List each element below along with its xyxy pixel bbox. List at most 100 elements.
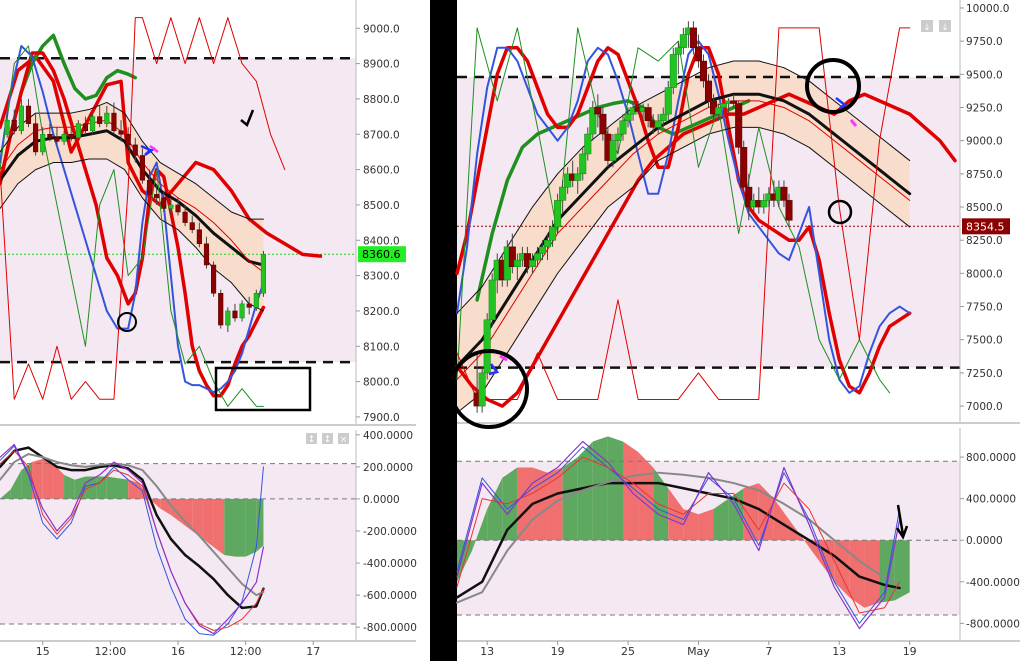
window-maximize-button[interactable]	[939, 20, 951, 32]
candle-down	[82, 123, 89, 131]
candle-up	[168, 204, 174, 209]
candle-down	[730, 100, 738, 104]
histogram-segment	[106, 476, 118, 499]
y-tick-label: 8500.0	[363, 200, 400, 212]
candle-up	[715, 107, 723, 115]
right-oscillator-panel[interactable]: 800.0000 400.0000 0.0000 -400.0000 -800.0000…	[455, 428, 1020, 658]
candle-down	[118, 130, 124, 135]
candle-up	[574, 173, 582, 181]
candle-up	[104, 112, 110, 124]
candle-down	[594, 107, 602, 115]
series-line-5	[456, 60, 911, 314]
right-window-controls[interactable]: ↓ ↓	[921, 20, 951, 33]
candle-up	[478, 372, 486, 407]
candle-down	[780, 186, 788, 201]
candle-down	[218, 293, 224, 326]
y-tick-label: 8000.0	[966, 268, 1003, 280]
candle-down	[139, 155, 145, 181]
candle-up	[260, 254, 267, 294]
x-tick-label: 19	[903, 645, 917, 658]
left-osc-window-controls[interactable]: ↕ ↕ ×	[306, 433, 349, 445]
y-tick-label: -800.0000	[966, 618, 1020, 630]
candle-up	[624, 113, 632, 122]
histogram-segment	[245, 498, 257, 557]
signal-marker-blue-left	[140, 144, 156, 157]
series-line-6	[456, 126, 911, 414]
candle-up	[89, 116, 96, 131]
y-tick-label: 8800.0	[363, 94, 400, 106]
histogram-segment	[181, 498, 193, 531]
candle-up	[674, 47, 682, 55]
y-tick-label: 400.0000	[363, 430, 413, 442]
candle-down	[47, 134, 53, 139]
candle-up	[720, 103, 728, 108]
window-separator	[430, 0, 457, 661]
candle-down	[644, 107, 652, 122]
y-tick-label: 8250.0	[966, 235, 1003, 247]
x-tick-label: 13	[480, 645, 494, 658]
annotations	[117, 58, 909, 540]
y-tick-label: 10000.0	[966, 3, 1009, 15]
candle-up	[488, 279, 496, 321]
y-tick-label: -200.0000	[363, 526, 417, 538]
candle-down	[694, 47, 702, 62]
candle-up	[40, 134, 46, 153]
annotation-box-left	[214, 366, 312, 412]
left-price-panel[interactable]: 9000.0 8900.0 8800.0 8700.0 8600.0 8500.0 8400…	[0, 0, 416, 426]
histogram-segment	[653, 467, 669, 541]
window-maximize-button[interactable]	[322, 433, 333, 444]
x-tick-label: 13	[832, 645, 846, 658]
candle-up	[513, 259, 521, 267]
x-tick-label: 7	[765, 645, 772, 658]
y-tick-label: -400.0000	[363, 558, 417, 570]
candle-down	[189, 222, 195, 230]
y-tick-label: 9000.0	[966, 136, 1003, 148]
minimize-icon: ↓	[923, 23, 931, 33]
candle-up	[614, 133, 622, 141]
y-tick-label: 8750.0	[966, 169, 1003, 181]
candle-down	[132, 144, 138, 156]
candle-up	[544, 239, 552, 248]
y-tick-label: 8300.0	[363, 271, 400, 283]
histogram-segment	[487, 477, 503, 541]
window-restore-button[interactable]	[306, 433, 317, 444]
histogram-segment	[698, 509, 714, 541]
right-price-panel[interactable]: 10000.0 9750.0 9500.0 9250.0 9000.0 8750.0 850…	[455, 0, 1020, 424]
series-line-1	[475, 99, 751, 302]
histogram-segment	[128, 479, 139, 499]
candle-up	[549, 226, 557, 241]
candle-down	[704, 80, 713, 102]
series-line-4	[456, 440, 901, 630]
y-tick-label: -400.0000	[966, 577, 1020, 589]
y-tick-label: 8900.0	[363, 59, 400, 71]
y-tick-label: 0.0000	[966, 535, 1003, 547]
candle-up	[528, 259, 536, 267]
candle-up	[75, 123, 81, 139]
candle-down	[246, 303, 252, 308]
candle-up	[533, 253, 541, 261]
y-tick-label: -600.0000	[363, 590, 417, 602]
histogram-segment	[224, 498, 235, 557]
window-close-button[interactable]	[338, 433, 349, 444]
candle-up	[654, 120, 662, 128]
histogram-segment	[607, 436, 623, 541]
candle-down	[745, 186, 753, 208]
candle-up	[584, 133, 592, 155]
y-tick-label: 7000.0	[966, 401, 1003, 413]
x-tick-label: 19	[551, 645, 565, 658]
window-minimize-button[interactable]	[921, 20, 933, 32]
series-line-9	[0, 17, 286, 400]
left-oscillator-panel[interactable]: 400.0000 200.0000 0.0000 -200.0000 -400.0000…	[0, 430, 417, 658]
last-price-badge	[962, 218, 1010, 235]
candle-down	[154, 194, 160, 199]
y-tick-label: 8500.0	[966, 202, 1003, 214]
histogram-segment	[0, 489, 11, 499]
candle-up	[669, 54, 677, 88]
series-line-5	[0, 101, 264, 220]
histogram-segment	[96, 476, 107, 499]
candle-down	[211, 264, 217, 294]
x-tick-label: 12:00	[95, 645, 127, 658]
y-tick-label: 8000.0	[363, 377, 400, 389]
